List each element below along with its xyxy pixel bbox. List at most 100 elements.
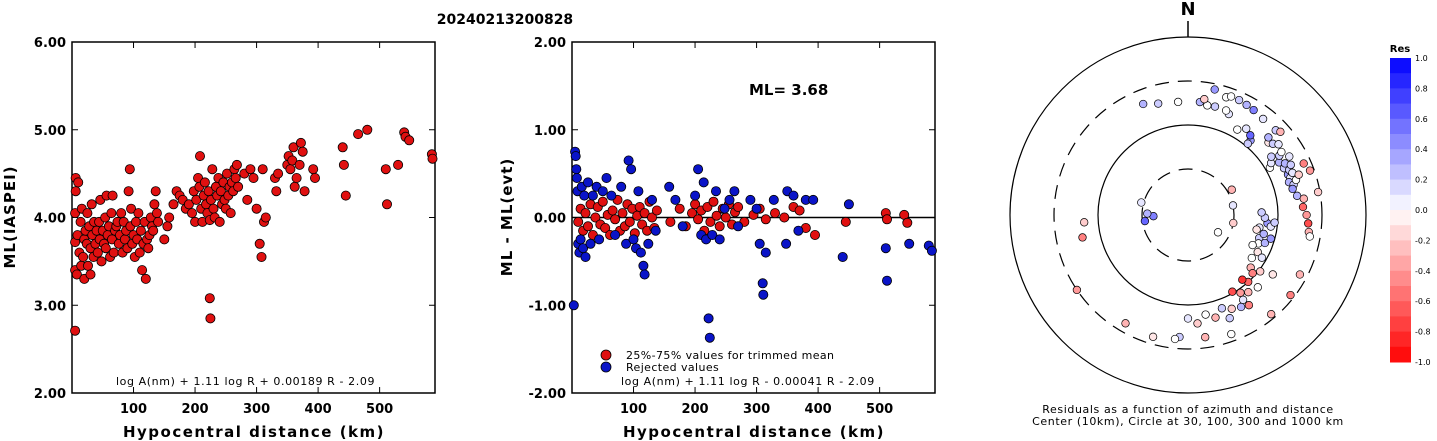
station-residual-point <box>1210 102 1220 111</box>
station-residual-point <box>1228 201 1238 210</box>
data-point <box>808 194 819 205</box>
data-point <box>643 238 654 249</box>
data-point <box>289 181 300 192</box>
data-point <box>639 208 650 219</box>
data-point <box>587 190 598 201</box>
station-residual-point <box>1210 85 1219 94</box>
colorbar-tick-label: -0.4 <box>1415 267 1431 276</box>
data-point <box>75 216 86 227</box>
data-point <box>159 234 170 245</box>
station-residual-point <box>1259 229 1268 239</box>
station-residual-point <box>1183 314 1193 323</box>
data-point <box>751 203 762 214</box>
data-point <box>233 181 244 192</box>
data-point <box>309 172 320 183</box>
data-point <box>733 201 744 212</box>
data-point <box>208 203 219 214</box>
data-point <box>205 313 216 324</box>
data-point <box>733 221 744 232</box>
data-point <box>186 208 197 219</box>
data-point <box>71 269 82 280</box>
data-point <box>340 190 351 201</box>
colorbar-cell <box>1390 179 1411 196</box>
station-residual-point <box>1248 240 1257 250</box>
data-point <box>624 216 635 227</box>
y-tick-label: -2.00 <box>529 387 566 402</box>
data-point <box>617 208 628 219</box>
data-point <box>626 164 637 175</box>
colorbar-tick-label: 0.8 <box>1415 84 1428 93</box>
data-point <box>607 205 618 216</box>
data-point <box>610 229 621 240</box>
data-point <box>337 142 348 153</box>
data-point <box>882 275 893 286</box>
data-point <box>221 168 232 179</box>
data-point <box>380 164 391 175</box>
data-point <box>704 332 715 343</box>
data-point <box>299 186 310 197</box>
data-point <box>124 164 135 175</box>
station-residual-point <box>1244 288 1253 297</box>
colorbar-title: Res <box>1390 44 1410 55</box>
data-point <box>781 238 792 249</box>
data-point <box>621 238 632 249</box>
data-point <box>231 159 242 170</box>
ring-30km <box>1141 168 1235 262</box>
station-residual-point <box>1242 100 1251 110</box>
formula-text: log A(nm) + 1.11 log R - 0.00041 R - 2.0… <box>621 375 875 388</box>
station-residual-point <box>1257 253 1267 262</box>
data-point <box>82 208 93 219</box>
colorbar-tick-label: -0.2 <box>1415 236 1431 245</box>
station-residual-point <box>1305 166 1315 175</box>
data-point <box>647 194 658 205</box>
data-point <box>633 186 644 197</box>
data-point <box>638 260 649 271</box>
data-point <box>590 212 601 223</box>
station-residual-point <box>1213 228 1223 237</box>
caption-line-1: Residuals as a function of azimuth and d… <box>1042 403 1333 416</box>
data-point <box>271 186 282 197</box>
data-point <box>579 190 590 201</box>
station-residual-point <box>1072 285 1082 295</box>
data-point <box>78 251 89 262</box>
data-point <box>149 199 160 210</box>
plot-frame <box>71 41 436 394</box>
data-point <box>571 164 582 175</box>
data-point <box>353 129 364 140</box>
colorbar-cell <box>1390 194 1411 211</box>
data-point <box>191 194 202 205</box>
colorbar-tick-label: -0.8 <box>1415 328 1431 337</box>
station-residual-point <box>1302 210 1311 220</box>
data-point <box>575 234 586 245</box>
colorbar-tick-label: 0.2 <box>1415 176 1428 185</box>
data-point <box>651 205 662 216</box>
legend-marker-trimmed-mean <box>600 349 612 361</box>
data-point <box>616 181 627 192</box>
colorbar-tick-label: 0.6 <box>1415 115 1428 124</box>
data-point <box>623 155 634 166</box>
data-point <box>597 196 608 207</box>
data-point <box>840 216 851 227</box>
data-point <box>194 151 205 162</box>
station-residual-point <box>1080 218 1089 227</box>
x-tick-label: 300 <box>743 402 770 417</box>
legend-label-trimmed-mean: 25%-75% values for trimmed mean <box>626 349 834 362</box>
colorbar-cell <box>1390 240 1411 257</box>
data-point <box>204 293 215 304</box>
data-point <box>106 208 117 219</box>
data-point <box>73 177 84 188</box>
station-residual-point <box>1121 319 1130 328</box>
station-residual-point <box>1267 310 1276 319</box>
station-residual-point <box>1256 267 1265 276</box>
data-point <box>693 164 704 175</box>
y-tick-label: 1.00 <box>534 124 566 139</box>
colorbar-cell <box>1390 255 1411 272</box>
data-point <box>214 216 225 227</box>
data-point <box>135 225 146 236</box>
station-residual-point <box>1221 106 1231 115</box>
station-residual-point <box>1286 290 1295 300</box>
data-point <box>294 159 305 170</box>
data-point <box>729 186 740 197</box>
data-point <box>381 199 392 210</box>
colorbar-cell <box>1390 331 1411 348</box>
